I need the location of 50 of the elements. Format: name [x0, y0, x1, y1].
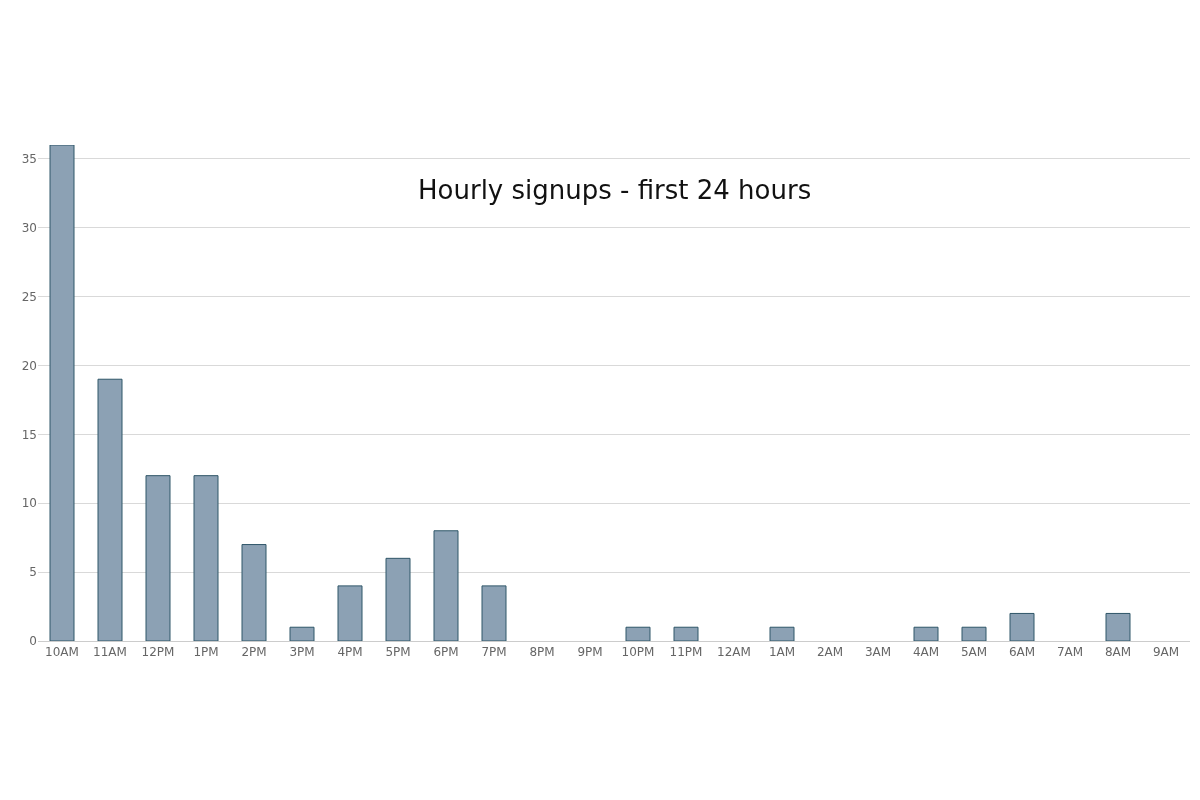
bar	[913, 626, 939, 641]
x-tick-label: 5AM	[960, 645, 988, 660]
bar	[49, 145, 75, 641]
y-tick-label: 30	[21, 220, 37, 235]
x-tick-label: 3PM	[289, 645, 315, 660]
bar	[145, 475, 171, 641]
x-tick-label: 5PM	[385, 645, 411, 660]
bar	[337, 585, 363, 641]
x-tick-label: 10PM	[621, 645, 655, 660]
x-tick-label: 11AM	[93, 645, 127, 660]
x-tick-label: 4AM	[912, 645, 940, 660]
bar	[1009, 612, 1035, 641]
x-tick-label: 12PM	[141, 645, 175, 660]
x-tick-label: 9AM	[1152, 645, 1180, 660]
y-tick-label: 5	[29, 565, 37, 580]
x-tick-label: 2PM	[241, 645, 267, 660]
bar	[97, 378, 123, 641]
x-tick-label: 6PM	[433, 645, 459, 660]
bar	[289, 626, 315, 641]
x-tick-label: 12AM	[717, 645, 751, 660]
bar	[433, 530, 459, 641]
y-tick-label: 25	[21, 289, 37, 304]
y-tick-label: 20	[21, 358, 37, 373]
bar	[769, 626, 795, 641]
y-tick-label: 15	[21, 427, 37, 442]
x-tick-label: 8AM	[1104, 645, 1132, 660]
x-tick-label: 11PM	[669, 645, 703, 660]
x-tick-label: 2AM	[816, 645, 844, 660]
x-tick-label: 1PM	[193, 645, 219, 660]
x-tick-label: 7PM	[481, 645, 507, 660]
bar	[481, 585, 507, 641]
bar	[1105, 612, 1131, 641]
bar	[385, 557, 411, 641]
x-tick-label: 3AM	[864, 645, 892, 660]
x-tick-label: 7AM	[1056, 645, 1084, 660]
y-tick-label: 10	[21, 496, 37, 511]
bar	[193, 475, 219, 641]
bar	[241, 544, 267, 641]
bar	[625, 626, 651, 641]
bar	[673, 626, 699, 641]
text: Hourly signups - first 24 hours	[418, 175, 812, 205]
x-tick-label: 10AM	[45, 645, 79, 660]
y-tick-label: 35	[21, 151, 37, 166]
y-tick-label: 0	[29, 634, 37, 649]
x-tick-label: 9PM	[577, 645, 603, 660]
x-tick-label: 8PM	[529, 645, 555, 660]
x-tick-label: 1AM	[768, 645, 796, 660]
bar	[961, 626, 987, 641]
x-tick-label: 6AM	[1008, 645, 1036, 660]
x-tick-label: 4PM	[337, 645, 363, 660]
